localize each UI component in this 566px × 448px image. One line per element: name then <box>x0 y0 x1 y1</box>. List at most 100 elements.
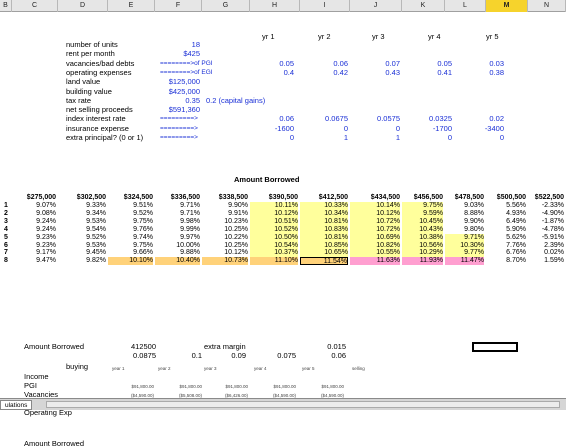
matrix-cell[interactable]: 9.34% <box>86 209 106 217</box>
matrix-cell[interactable]: 10.52% <box>250 225 298 234</box>
matrix-cell[interactable]: 9.97% <box>180 233 200 241</box>
extra-margin-value[interactable]: 0.06 <box>331 351 346 360</box>
matrix-cell[interactable]: 10.10% <box>108 257 153 266</box>
matrix-cell[interactable]: 9.53% <box>86 241 106 249</box>
sheet-tab[interactable]: ulations <box>0 400 33 410</box>
matrix-cell[interactable]: 9.45% <box>86 249 106 257</box>
matrix-cell[interactable]: 9.98% <box>180 217 200 225</box>
matrix-cell[interactable]: 9.17% <box>36 249 56 257</box>
matrix-cell[interactable]: 9.71% <box>180 209 200 217</box>
matrix-cell[interactable]: 10.40% <box>155 257 200 266</box>
column-header-d[interactable]: D <box>58 0 108 12</box>
matrix-cell[interactable]: 9.75% <box>133 241 153 249</box>
year-input-cell[interactable]: 0.05 <box>437 58 452 68</box>
matrix-cell[interactable]: 11.63% <box>350 257 400 266</box>
matrix-cell[interactable]: 10.55% <box>350 249 400 258</box>
matrix-cell[interactable]: 5.90% <box>506 225 526 233</box>
matrix-cell[interactable]: 10.23% <box>224 217 248 225</box>
matrix-cell[interactable]: 10.85% <box>300 241 348 250</box>
matrix-cell[interactable]: 9.24% <box>36 225 56 233</box>
matrix-cell[interactable]: 9.66% <box>133 249 153 257</box>
matrix-cell[interactable]: 10.12% <box>350 209 400 218</box>
year-input-cell[interactable]: 0.41 <box>437 67 452 77</box>
matrix-cell[interactable]: 10.25% <box>224 241 248 249</box>
column-header-g[interactable]: G <box>202 0 250 12</box>
vacancies-cell[interactable]: ($4,590.00) <box>272 393 296 398</box>
matrix-cell[interactable]: 9.51% <box>133 202 153 209</box>
year-input-cell[interactable]: 0.05 <box>279 58 294 68</box>
matrix-cell[interactable]: 9.54% <box>86 225 106 233</box>
year-input-cell[interactable]: 0.06 <box>333 58 348 68</box>
assumption-value[interactable]: ========>of EGI <box>160 68 213 76</box>
year-input-cell[interactable]: 0 <box>289 133 294 142</box>
column-header-m[interactable]: M <box>486 0 528 12</box>
matrix-cell[interactable]: 10.29% <box>402 249 443 258</box>
extra-margin-value[interactable]: 0.09 <box>231 351 246 360</box>
matrix-cell[interactable]: 9.08% <box>36 209 56 217</box>
year-input-cell[interactable]: -1700 <box>432 123 452 133</box>
year-input-cell[interactable]: 0.38 <box>489 67 504 77</box>
matrix-cell[interactable]: 9.33% <box>86 202 106 209</box>
year-input-cell[interactable]: 0 <box>343 123 348 133</box>
year-input-cell[interactable]: 0 <box>499 133 504 142</box>
matrix-cell[interactable]: 5.62% <box>506 233 526 241</box>
matrix-cell[interactable]: 10.45% <box>402 217 443 226</box>
assumption-value[interactable]: 18 <box>191 40 200 49</box>
matrix-cell[interactable]: 4.93% <box>506 209 526 217</box>
matrix-cell[interactable]: 10.25% <box>224 225 248 233</box>
pgi-cell[interactable]: $91,800.00 <box>273 384 296 389</box>
assumption-value[interactable]: ========>of PGI <box>160 59 213 67</box>
year-input-cell[interactable]: -1600 <box>274 123 294 133</box>
column-header-c[interactable]: C <box>12 0 58 12</box>
matrix-cell[interactable]: 9.59% <box>402 209 443 218</box>
assumption-value[interactable]: $425 <box>183 49 200 59</box>
matrix-cell[interactable]: 10.12% <box>224 249 248 257</box>
year-input-cell[interactable]: 0.43 <box>385 67 400 77</box>
year-input-cell[interactable]: 0 <box>447 133 452 142</box>
matrix-cell[interactable]: 9.75% <box>133 217 153 225</box>
cap-gains-note[interactable]: 0.2 (capital gains) <box>206 95 266 105</box>
matrix-cell[interactable]: 10.00% <box>176 241 200 249</box>
matrix-cell[interactable]: 10.54% <box>250 241 298 250</box>
pgi-cell[interactable]: $91,800.00 <box>321 384 344 389</box>
year-input-cell[interactable]: 1 <box>395 133 400 142</box>
matrix-cell[interactable]: 10.22% <box>224 233 248 241</box>
matrix-cell[interactable]: 7.76% <box>506 241 526 249</box>
matrix-cell[interactable]: 6.49% <box>506 217 526 225</box>
matrix-cell[interactable]: 11.47% <box>445 257 484 266</box>
matrix-cell[interactable]: 9.07% <box>36 202 56 209</box>
year-input-cell[interactable]: 0.02 <box>489 114 504 124</box>
assumption-value[interactable]: $591,360 <box>168 105 200 115</box>
matrix-cell[interactable]: 10.65% <box>300 249 348 258</box>
matrix-cell[interactable]: 9.71% <box>445 233 484 242</box>
matrix-cell[interactable]: 11.54% <box>300 257 348 266</box>
matrix-cell[interactable]: 9.74% <box>133 233 153 241</box>
pgi-cell[interactable]: $91,800.00 <box>179 384 202 389</box>
column-header-i[interactable]: I <box>300 0 350 12</box>
matrix-cell[interactable]: 9.77% <box>445 249 484 258</box>
matrix-cell[interactable]: 10.12% <box>250 209 298 218</box>
matrix-cell[interactable]: 9.03% <box>464 202 484 209</box>
matrix-cell[interactable]: 8.70% <box>506 257 526 265</box>
matrix-cell[interactable]: 2.39% <box>544 241 564 249</box>
matrix-cell[interactable]: -1.87% <box>541 217 564 225</box>
year-input-cell[interactable]: 0.06 <box>279 114 294 124</box>
year-input-cell[interactable]: 1 <box>343 133 348 142</box>
assumption-value[interactable]: $125,000 <box>168 77 200 87</box>
matrix-cell[interactable]: 9.76% <box>133 225 153 233</box>
matrix-cell[interactable]: 9.82% <box>86 257 106 265</box>
matrix-cell[interactable]: -2.33% <box>541 202 564 209</box>
matrix-cell[interactable]: 9.24% <box>36 217 56 225</box>
matrix-cell[interactable]: -4.90% <box>541 209 564 217</box>
column-header-f[interactable]: F <box>155 0 202 12</box>
j-value[interactable]: 0.015 <box>327 342 346 351</box>
matrix-cell[interactable]: 9.90% <box>228 202 248 209</box>
matrix-cell[interactable]: 9.90% <box>464 217 484 225</box>
assumption-value[interactable]: $425,000 <box>168 86 200 96</box>
matrix-cell[interactable]: 10.14% <box>350 202 400 210</box>
matrix-cell[interactable]: 10.30% <box>445 241 484 250</box>
year-input-cell[interactable]: 0.0325 <box>429 114 452 124</box>
matrix-cell[interactable]: 10.43% <box>402 225 443 234</box>
matrix-cell[interactable]: 10.72% <box>350 225 400 234</box>
vacancies-cell[interactable]: ($4,590.00) <box>130 393 154 398</box>
